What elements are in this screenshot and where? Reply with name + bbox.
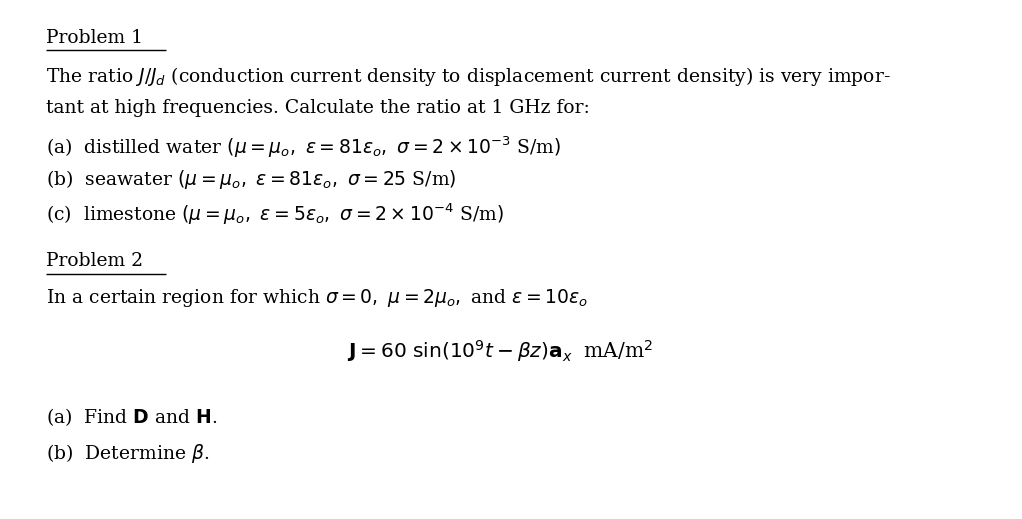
Text: $\mathbf{J} = 60\ \sin(10^9 t - \beta z)\mathbf{a}_x\ $ mA/m$^2$: $\mathbf{J} = 60\ \sin(10^9 t - \beta z)… [347, 338, 653, 364]
Text: (a)  distilled water $(\mu = \mu_o,\ \varepsilon = 81\varepsilon_o,\ \sigma = 2 : (a) distilled water $(\mu = \mu_o,\ \var… [46, 135, 561, 160]
Text: (b)  Determine $\beta$.: (b) Determine $\beta$. [46, 442, 210, 465]
Text: tant at high frequencies. Calculate the ratio at 1 GHz for:: tant at high frequencies. Calculate the … [46, 99, 590, 117]
Text: Problem 1: Problem 1 [46, 29, 143, 47]
Text: The ratio $J/J_d$ (conduction current density to displacement current density) i: The ratio $J/J_d$ (conduction current de… [46, 65, 891, 88]
Text: In a certain region for which $\sigma = 0,\ \mu = 2\mu_o,$ and $\varepsilon = 10: In a certain region for which $\sigma = … [46, 287, 589, 309]
Text: (c)  limestone $(\mu = \mu_o,\ \varepsilon = 5\varepsilon_o,\ \sigma = 2 \times : (c) limestone $(\mu = \mu_o,\ \varepsilo… [46, 201, 504, 227]
Text: (a)  Find $\mathbf{D}$ and $\mathbf{H}$.: (a) Find $\mathbf{D}$ and $\mathbf{H}$. [46, 406, 218, 428]
Text: Problem 2: Problem 2 [46, 252, 143, 270]
Text: (b)  seawater $(\mu = \mu_o,\ \varepsilon = 81\varepsilon_o,\ \sigma = 25$ S/m$): (b) seawater $(\mu = \mu_o,\ \varepsilon… [46, 168, 457, 191]
